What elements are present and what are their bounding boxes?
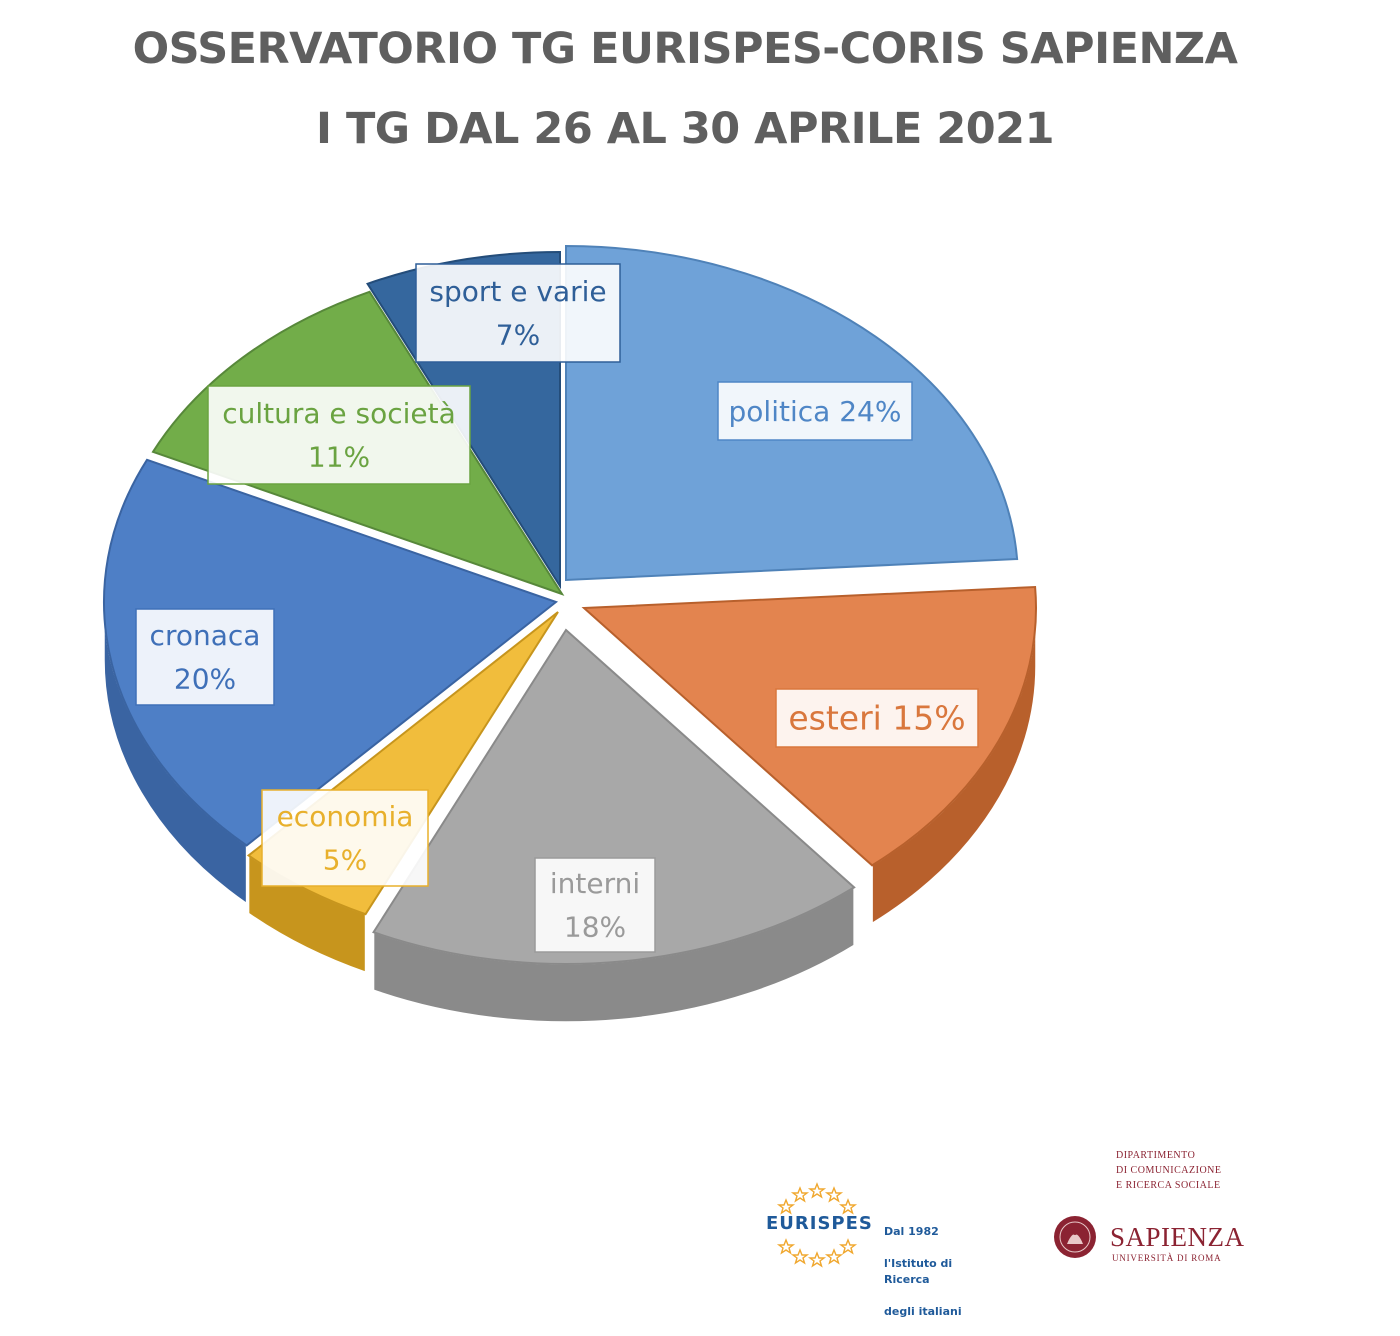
data-label-cultura-e-societ-: cultura e società 11% <box>207 385 471 485</box>
eurispes-tagline-1: Dal 1982 <box>884 1225 939 1238</box>
data-label-text: 18% <box>564 911 626 944</box>
data-label-text: 5% <box>323 844 367 877</box>
data-label-box <box>135 608 275 706</box>
eurispes-wordmark: EURISPES <box>766 1213 873 1234</box>
data-label-text: sport e varie <box>429 275 606 308</box>
data-label-economia: economia 5% <box>261 789 429 887</box>
data-label-box <box>534 857 656 953</box>
data-label-box <box>775 688 979 748</box>
data-label-text: economia <box>277 800 414 833</box>
data-label-text: 20% <box>174 663 236 696</box>
department-line-3: E RICERCA SOCIALE <box>1116 1180 1221 1191</box>
data-label-cronaca: cronaca 20% <box>135 608 275 706</box>
data-label-text: interni <box>550 867 640 900</box>
data-label-text: politica 24% <box>729 395 902 428</box>
data-label-text: cronaca <box>150 619 261 652</box>
pie-labels-layer: politica 24% esteri 15% interni 18% economia… <box>135 263 979 953</box>
department-line-1: DIPARTIMENTO <box>1116 1150 1196 1161</box>
data-label-interni: interni 18% <box>534 857 656 953</box>
sapienza-wordmark: SAPIENZA <box>1110 1222 1245 1252</box>
chart-title-line-1: OSSERVATORIO TG EURISPES-CORIS SAPIENZA <box>132 24 1238 74</box>
sapienza-logo: DIPARTIMENTO DI COMUNICAZIONE E RICERCA … <box>1050 1150 1250 1290</box>
eurispes-logo: EURISPES Dal 1982 l'Istituto di Ricerca … <box>760 1180 1000 1318</box>
sapienza-university-name: UNIVERSITÀ DI ROMA <box>1112 1253 1222 1263</box>
eurispes-tagline-3: degli italiani <box>884 1305 962 1318</box>
data-label-box <box>717 381 913 441</box>
footer-logos: EURISPES Dal 1982 l'Istituto di Ricerca … <box>0 1140 1400 1318</box>
slice-cronaca <box>103 458 559 847</box>
data-label-politica: politica 24% <box>717 381 913 441</box>
eurispes-tagline: Dal 1982 l'Istituto di Ricerca degli ita… <box>884 1208 1000 1336</box>
data-label-box <box>415 263 621 363</box>
data-label-text: 7% <box>496 319 540 352</box>
data-label-esteri: esteri 15% <box>775 688 979 748</box>
chart-title-line-2: I TG DAL 26 AL 30 APRILE 2021 <box>316 104 1055 154</box>
data-label-box <box>261 789 429 887</box>
data-label-sport-e-varie: sport e varie 7% <box>415 263 621 363</box>
data-label-text: 11% <box>308 441 370 474</box>
eurispes-tagline-2: l'Istituto di Ricerca <box>884 1257 953 1286</box>
data-label-text: esteri 15% <box>788 699 965 738</box>
department-line-2: DI COMUNICAZIONE <box>1116 1165 1222 1176</box>
slice-interni <box>372 628 856 965</box>
sapienza-seal-icon <box>1054 1216 1096 1258</box>
data-label-box <box>207 385 471 485</box>
data-label-text: cultura e società <box>222 397 456 430</box>
stars-wreath-icon <box>776 1182 858 1268</box>
pie-chart: politica 24% esteri 15% interni 18% economia… <box>103 244 1037 1023</box>
